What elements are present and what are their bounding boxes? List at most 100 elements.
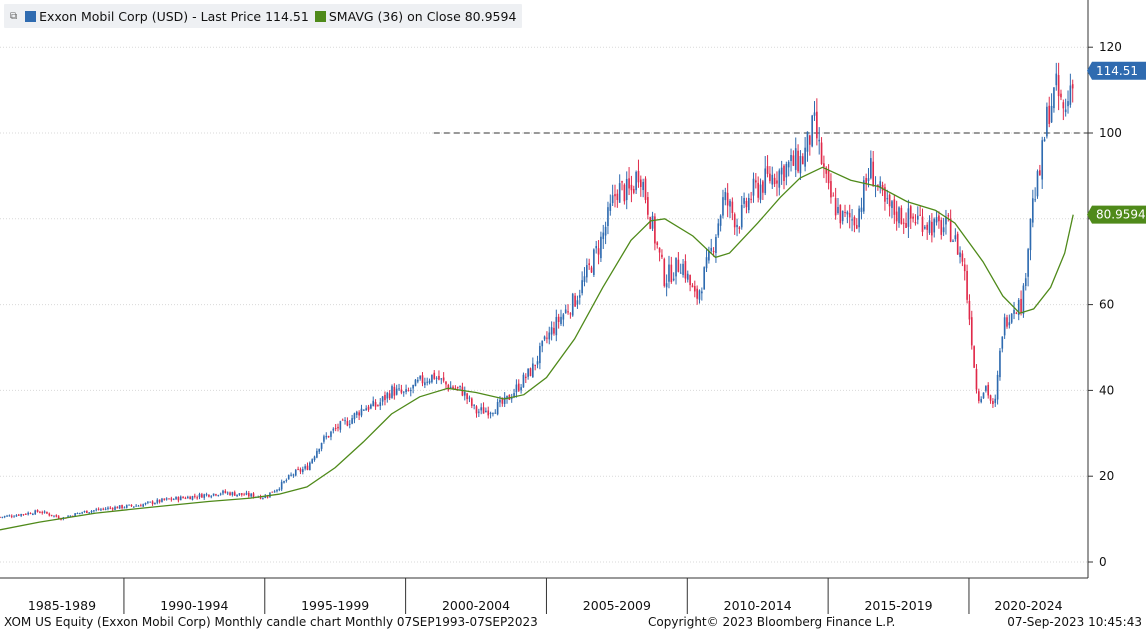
candle-body [752,178,755,196]
candle-body [614,194,616,197]
candle-body [29,513,32,515]
candle-body [994,398,997,403]
candle-up [100,507,102,512]
candle-down [1015,311,1018,315]
candle-down [553,321,555,336]
candle-up [191,495,194,501]
candle-body [377,405,379,407]
candle-body [745,200,748,208]
candle-down [470,397,473,409]
candle-up [686,270,689,283]
y-tick-label: 20 [1099,469,1114,483]
candle-body [536,361,539,365]
candle-down [973,345,975,369]
y-tick-label: 100 [1099,126,1122,140]
candle-body [1001,336,1004,349]
candle-down [853,215,856,233]
candle-body [893,199,896,215]
last-price-tag-text: 114.51 [1096,64,1138,78]
candle-body [532,363,534,378]
candle-up [292,473,295,478]
candle-body [365,408,368,411]
candle-up [34,509,37,515]
candle-body [947,215,950,217]
candle-body [428,380,431,383]
candle-down [745,197,748,214]
candle-body [940,220,943,235]
candle-body [240,493,243,495]
candle-body [327,436,330,438]
candle-body [499,399,501,403]
candle-body [555,316,558,336]
candle-down [816,98,818,146]
candle-down [55,514,58,518]
candle-up [309,461,311,471]
candle-down [517,379,520,392]
candle-body [740,204,743,228]
candle-body [747,197,750,211]
candle-up [165,497,168,501]
legend-item-price[interactable]: Exxon Mobil Corp (USD) - Last Price 114.… [25,9,309,24]
legend-item-sma[interactable]: SMAVG (36) on Close 80.9594 [314,9,516,24]
candle-up [301,466,304,475]
legend-grip-icon[interactable]: ⧉ [10,10,18,22]
candle-body [778,170,781,188]
candle-up [759,178,762,204]
candle-up [1067,90,1069,114]
candle-up [1017,298,1020,321]
candle-body [271,491,274,493]
candle-body [86,510,88,513]
candle-body [501,398,504,404]
candle-body [801,156,804,165]
candle-body [1034,199,1036,201]
candle-body [818,139,821,142]
candle-body [125,505,128,508]
legend[interactable]: ⧉ Exxon Mobil Corp (USD) - Last Price 11… [4,4,523,28]
candle-body [848,213,851,218]
candle-body [1006,317,1008,327]
candle-down [445,381,447,390]
candle-down [663,257,666,288]
candle-body [604,226,607,236]
candle-up [107,506,109,511]
candle-down [588,258,590,270]
candle-up [811,114,813,148]
candle-body [954,235,957,240]
candle-up [585,258,588,283]
candle-down [529,367,532,377]
candle-up [123,506,126,509]
candle-body [985,386,987,391]
candle-body [933,219,936,233]
candle-body [865,177,867,184]
candle-body [595,246,598,249]
candle-body [755,180,757,183]
candle-up [576,295,579,309]
candle-body [431,374,433,383]
candle-up [736,218,738,237]
candle-body [247,492,250,497]
candle-down [243,492,245,496]
candle-body [717,223,720,236]
candle-body [834,198,837,216]
candle-body [670,264,673,282]
candle-up [20,513,22,518]
candle-body [656,242,659,246]
candle-body [726,192,729,206]
candle-down [29,512,32,515]
candle-up [304,464,306,471]
candle-down [733,212,736,235]
candle-up [217,494,220,497]
candle-body [665,283,668,288]
x-period-label: 2010-2014 [724,598,792,613]
candle-body [238,493,241,495]
candle-body [557,316,560,322]
candle-body [785,163,788,178]
candle-body [130,504,133,507]
candle-up [778,168,781,196]
candle-body [459,385,461,387]
candle-body [379,402,382,407]
candle-down [39,510,41,514]
candle-body [203,494,206,498]
candle-body [292,474,295,476]
candle-body [1031,198,1034,223]
